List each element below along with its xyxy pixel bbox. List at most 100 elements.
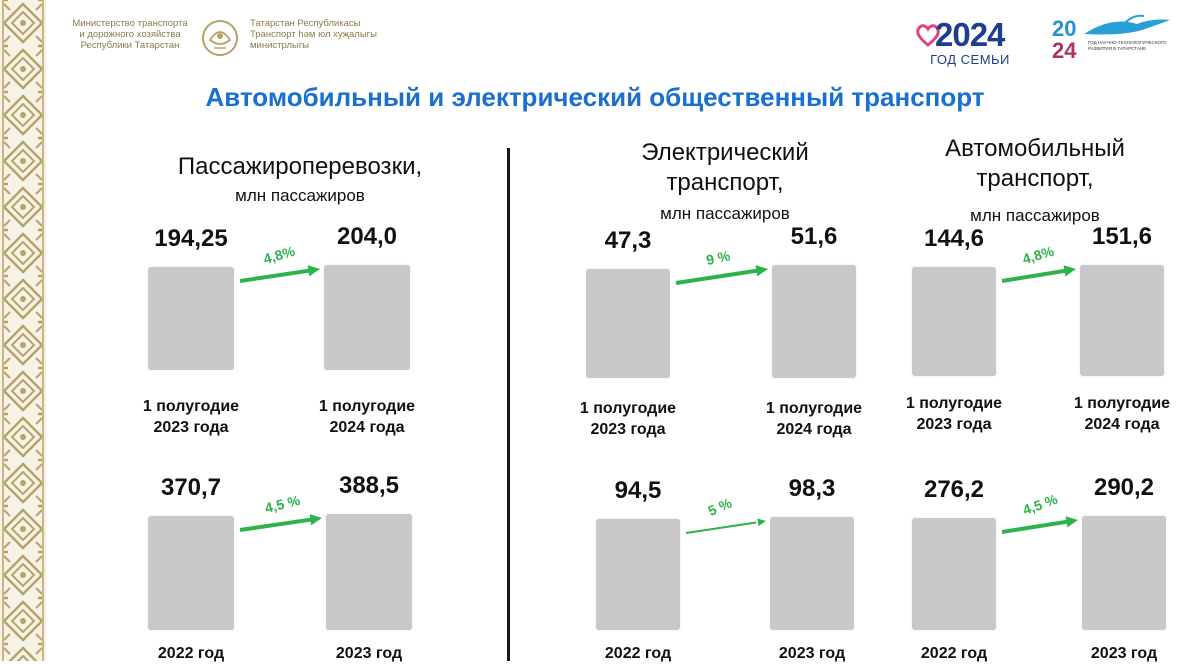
ministry-ru-line: Республики Татарстан	[80, 40, 180, 51]
ornament-pattern-icon	[2, 0, 44, 661]
bar-value-label: 194,25	[154, 225, 228, 252]
arrow-head	[757, 518, 766, 527]
section-title-line: транспорт,	[666, 169, 784, 196]
arrow-head	[1065, 516, 1078, 528]
category-label-line: 2024 года	[329, 419, 405, 436]
heart-icon	[916, 24, 940, 47]
category-label-line: 1 полугодие	[318, 398, 416, 415]
category-label: 1 полугодие 2024 года	[1040, 393, 1200, 435]
bar-value-label: 151,6	[1091, 223, 1153, 250]
section-title-line: транспорт,	[976, 165, 1094, 192]
logo-caption: ГОД СЕМЬИ	[930, 52, 1010, 67]
logo-year-stack: 20 24	[1052, 18, 1080, 62]
section-title-line: Электрический	[641, 139, 809, 166]
category-label-line: 1 полугодие	[142, 398, 240, 415]
arrow-shaft	[685, 521, 757, 534]
category-label: 1 полугодие 2023 года	[872, 393, 1036, 435]
section-unit-electric: млн пассажиров	[660, 204, 790, 223]
ornament-border	[0, 0, 46, 661]
category-label: 2022 год	[157, 645, 225, 662]
section-title-total: Пассажироперевозки,	[140, 152, 460, 182]
bar-value-label: 47,3	[604, 227, 652, 254]
logo-year-top: 20	[1052, 16, 1077, 41]
category-label: 2023 год	[335, 645, 403, 662]
section-unit-auto: млн пассажиров	[970, 206, 1100, 225]
page-title: Автомобильный и электрический общественн…	[205, 82, 985, 112]
category-label-line: 1 полугодие	[765, 400, 863, 417]
category-label: 2023 год	[778, 645, 846, 662]
category-label-line: 1 полугодие	[579, 400, 677, 417]
growth-arrow-icon	[239, 514, 322, 532]
growth-arrow-icon	[675, 265, 768, 285]
growth-arrow-icon	[1001, 265, 1076, 283]
category-label: 1 полугодие 2023 года	[108, 396, 274, 438]
growth-arrow-icon	[239, 265, 320, 283]
growth-arrow-icon	[1001, 516, 1078, 534]
bar-value-label: 144,6	[923, 225, 985, 252]
ministry-tt-line: министрлыгы	[250, 40, 310, 51]
bar	[772, 265, 856, 378]
bar	[324, 265, 410, 370]
bar	[1082, 516, 1166, 630]
bar	[326, 514, 412, 630]
ministry-ru-line: и дорожного хозяйства	[79, 29, 181, 40]
ministry-name-tt: Татарстан Республикасы Транспорт һәм юл …	[250, 18, 410, 51]
header: Министерство транспорта и дорожного хозя…	[60, 14, 1190, 67]
bar	[148, 516, 234, 630]
growth-arrow-icon	[685, 518, 766, 534]
bar-value-label: 94,5	[614, 477, 662, 504]
ministry-tt-line: Транспорт һәм юл хуҗалыгы	[250, 29, 377, 40]
science-year-logo: 20 24 ГОД НАУЧНО-ТЕХНОЛОГИЧЕСКОГО РАЗВИТ…	[1052, 14, 1172, 74]
bar	[596, 519, 680, 630]
bar	[1080, 265, 1164, 376]
category-label: 2023 год	[1090, 645, 1158, 662]
section-title-electric: Электрический транспорт,	[560, 138, 890, 198]
category-label-line: 1 полугодие	[905, 395, 1003, 412]
bar	[770, 517, 854, 630]
year-of-family-logo: 2024 ГОД СЕМЬИ	[915, 16, 1015, 72]
category-label: 1 полугодие 2024 года	[284, 396, 450, 438]
logo-year-bottom: 24	[1052, 38, 1077, 63]
category-label: 2022 год	[604, 645, 672, 662]
bar	[912, 267, 996, 376]
arrow-head	[309, 514, 322, 526]
category-label-line: 2023 года	[590, 421, 666, 438]
category-label-line: 2023 года	[153, 419, 229, 436]
arrow-shaft	[239, 517, 313, 532]
bar-value-label: 204,0	[336, 223, 398, 250]
category-label-line: 1 полугодие	[1073, 395, 1171, 412]
category-label-line: 2024 года	[1084, 416, 1160, 433]
tatarstan-emblem-icon	[202, 20, 238, 56]
arrow-shaft	[675, 268, 759, 285]
category-label: 1 полугодие 2024 года	[732, 398, 896, 440]
bar-value-label: 51,6	[790, 223, 838, 250]
bar-value-label: 98,3	[788, 475, 836, 502]
arrow-head	[307, 265, 320, 277]
bird-icon	[1084, 14, 1170, 35]
bar-value-label: 290,2	[1093, 474, 1155, 501]
ministry-name-ru: Министерство транспорта и дорожного хозя…	[70, 18, 190, 51]
bar-value-label: 388,5	[338, 472, 400, 499]
section-title-line: Автомобильный	[945, 135, 1125, 162]
arrow-shaft	[239, 268, 311, 283]
arrow-head	[1063, 265, 1076, 277]
bar-value-label: 370,7	[160, 474, 222, 501]
category-label: 2022 год	[920, 645, 988, 662]
bar	[912, 518, 996, 630]
section-title-line: Пассажироперевозки,	[177, 153, 423, 180]
category-label: 1 полугодие 2023 года	[546, 398, 710, 440]
section-title-auto: Автомобильный транспорт,	[870, 134, 1200, 194]
category-label-line: 2024 года	[776, 421, 852, 438]
ministry-ru-line: Министерство транспорта	[72, 18, 188, 29]
ministry-tt-line: Татарстан Республикасы	[250, 18, 361, 29]
bar-value-label: 276,2	[923, 476, 985, 503]
arrow-shaft	[1001, 519, 1069, 534]
category-label-line: 2023 года	[916, 416, 992, 433]
logo-caption: ГОД НАУЧНО-ТЕХНОЛОГИЧЕСКОГО РАЗВИТИЯ В Т…	[1088, 40, 1167, 51]
section-divider	[507, 148, 510, 661]
bar	[586, 269, 670, 378]
arrow-head	[755, 265, 768, 277]
bar	[148, 267, 234, 370]
logo-year: 2024	[935, 16, 1005, 53]
section-unit-total: млн пассажиров	[235, 186, 365, 205]
